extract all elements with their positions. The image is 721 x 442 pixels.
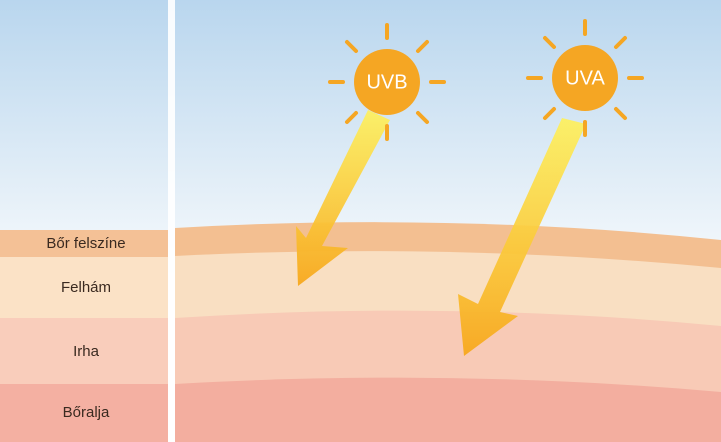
layer-label: Irha	[73, 343, 100, 360]
uvb-sun: UVB	[328, 23, 446, 141]
uva-arrow	[458, 118, 586, 356]
sun-label: UVB	[366, 71, 407, 93]
hypodermis-band	[175, 377, 721, 442]
layer-label: Bőralja	[63, 404, 110, 421]
uvb-arrow	[296, 110, 390, 286]
divider	[168, 0, 175, 442]
layer-label: Felhám	[61, 279, 111, 296]
epidermis-cell	[0, 257, 168, 318]
surface-cell	[0, 230, 168, 257]
sun-disc	[552, 45, 618, 111]
sun-disc	[354, 49, 420, 115]
sun-rays	[328, 23, 446, 141]
sun-rays	[526, 19, 644, 137]
uva-sun: UVA	[526, 19, 644, 137]
sun-label: UVA	[565, 67, 605, 89]
hypodermis-cell	[0, 384, 168, 442]
layer-label: Bőr felszíne	[46, 235, 125, 252]
dermis-cell	[0, 318, 168, 384]
